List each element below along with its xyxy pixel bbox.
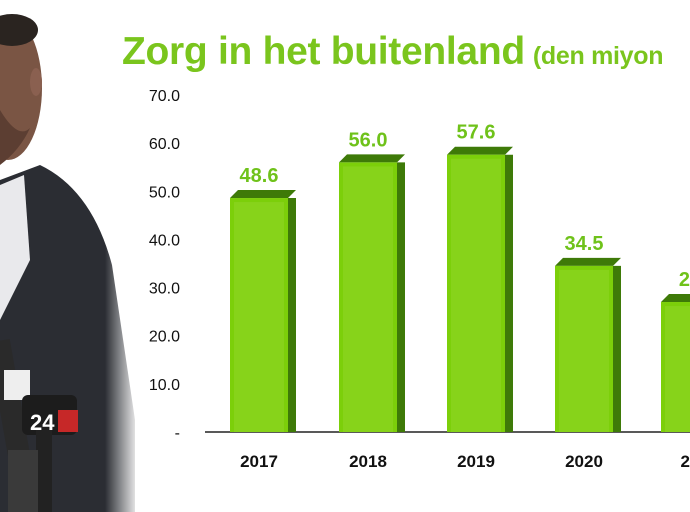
data-label: 56.0 <box>349 129 388 151</box>
y-tick-label: 70.0 <box>149 88 180 105</box>
x-tick-label: 20 <box>681 452 690 471</box>
bar <box>447 154 505 432</box>
x-tick-label: 2020 <box>565 452 603 471</box>
data-label: 34.5 <box>565 233 604 255</box>
bar-top <box>339 154 405 163</box>
bar-top <box>447 146 513 155</box>
y-tick-label: 30.0 <box>149 281 180 298</box>
bar-top <box>555 257 621 266</box>
x-tick-label: 2018 <box>349 452 387 471</box>
bar <box>339 162 397 432</box>
speaker-photo: 24 <box>0 0 140 512</box>
x-tick-label: 2019 <box>457 452 495 471</box>
bar-top <box>230 190 296 199</box>
bar-side <box>505 154 513 432</box>
bar-highlight <box>559 269 609 432</box>
bar <box>230 198 288 432</box>
data-label: 57.6 <box>457 122 496 144</box>
x-tick-label: 2017 <box>240 452 278 471</box>
chart-title: Zorg in het buitenland (den miyon <box>122 30 664 74</box>
bar-side <box>397 162 405 432</box>
y-tick-label: 50.0 <box>149 184 180 201</box>
data-label: 27 <box>679 269 690 291</box>
bar <box>661 302 690 432</box>
data-label: 48.6 <box>240 165 279 187</box>
bar-side <box>613 265 621 432</box>
chart-title-text: Zorg in het buitenland <box>122 30 525 73</box>
y-tick-label: 20.0 <box>149 329 180 346</box>
y-tick-label: 40.0 <box>149 232 180 249</box>
bar-side <box>288 198 296 432</box>
chart-subtitle: (den miyon <box>532 42 664 70</box>
bar-top <box>661 294 690 303</box>
bar <box>555 265 613 432</box>
bar-highlight <box>343 166 393 432</box>
y-tick-label: 60.0 <box>149 136 180 153</box>
y-tick-label: - <box>175 425 180 442</box>
y-tick-label: 10.0 <box>149 377 180 394</box>
bar-highlight <box>234 202 284 432</box>
bar-highlight <box>665 306 690 432</box>
bar-highlight <box>451 158 501 432</box>
